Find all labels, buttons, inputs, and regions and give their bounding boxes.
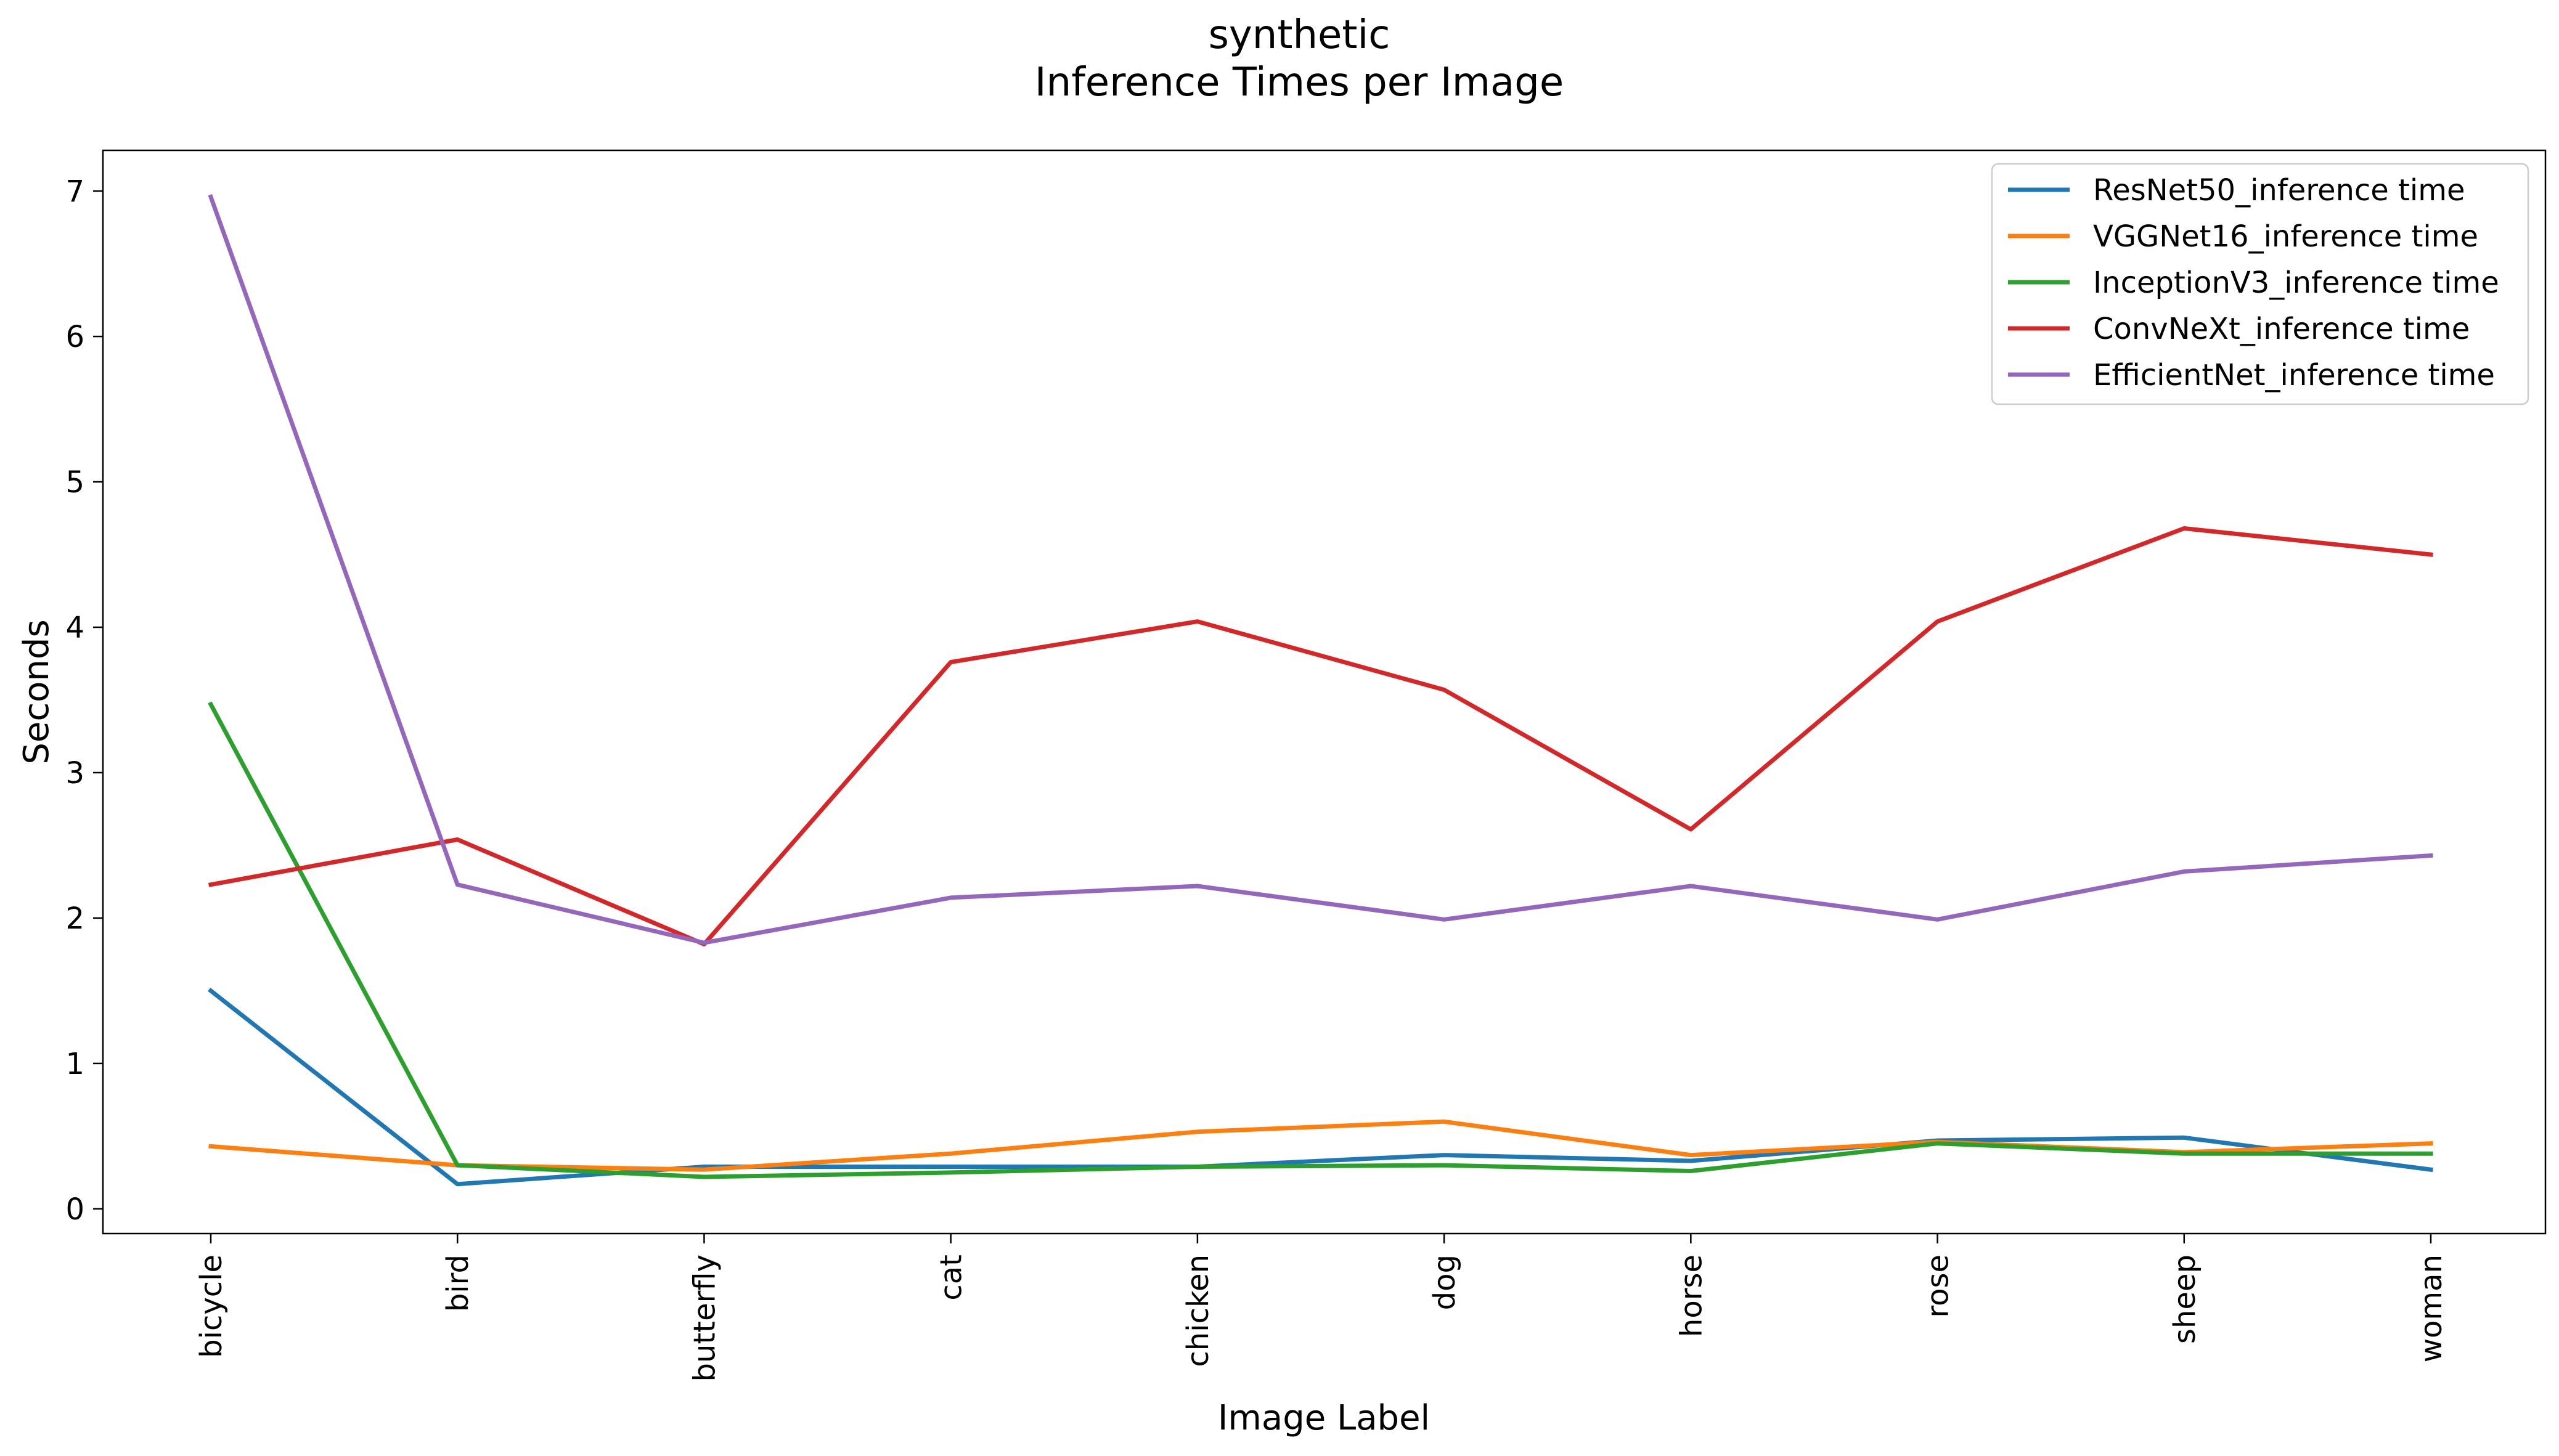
- legend-label: VGGNet16_inference time: [2093, 219, 2478, 254]
- y-tick-label: 1: [65, 1047, 84, 1081]
- legend-label: ConvNeXt_inference time: [2093, 312, 2470, 346]
- y-tick-label: 7: [65, 174, 84, 209]
- legend-box: [1991, 163, 2529, 405]
- x-tick-label: woman: [2414, 1255, 2449, 1362]
- series-line-3: [208, 526, 2433, 946]
- y-tick-label: 3: [65, 756, 84, 791]
- chart-title: synthetic: [1209, 12, 1390, 58]
- x-tick-label: bicycle: [194, 1255, 229, 1358]
- y-tick-label: 4: [65, 611, 84, 645]
- legend-label: InceptionV3_inference time: [2093, 266, 2499, 300]
- plot-area: [208, 194, 2433, 1187]
- x-tick-label: rose: [1921, 1255, 1956, 1318]
- x-tick-label: chicken: [1181, 1255, 1215, 1367]
- x-tick-label: dog: [1427, 1255, 1462, 1310]
- legend-entries: ResNet50_inference time VGGNet16_inferenc…: [2008, 173, 2499, 392]
- legend-label: ResNet50_inference time: [2093, 173, 2465, 208]
- series-line-0: [208, 987, 2433, 1187]
- series-line-2: [208, 701, 2433, 1179]
- x-tick-label: butterfly: [687, 1255, 722, 1381]
- y-tick-label: 5: [65, 465, 84, 500]
- y-tick-label: 2: [65, 901, 84, 936]
- series-line-4: [208, 194, 2433, 945]
- plot-frame: [102, 149, 2547, 1235]
- x-tick-label: bird: [441, 1255, 475, 1312]
- x-axis: bicycle bird butterfly cat chicken dog horse ro…: [194, 1234, 2449, 1381]
- y-tick-label: 0: [65, 1192, 84, 1227]
- legend-label: EfficientNet_inference time: [2093, 358, 2495, 392]
- y-tick-label: 6: [65, 320, 84, 354]
- x-tick-label: horse: [1674, 1255, 1708, 1337]
- x-axis-label: Image Label: [1218, 1398, 1430, 1438]
- x-tick-label: sheep: [2168, 1255, 2202, 1344]
- y-axis-label: Seconds: [17, 619, 57, 764]
- legend: ResNet50_inference time VGGNet16_inferenc…: [1991, 163, 2529, 405]
- chart-subtitle: Inference Times per Image: [1035, 60, 1564, 105]
- y-axis: 0 1 2 3 4 5 6 7: [65, 174, 103, 1227]
- x-tick-label: cat: [934, 1255, 969, 1301]
